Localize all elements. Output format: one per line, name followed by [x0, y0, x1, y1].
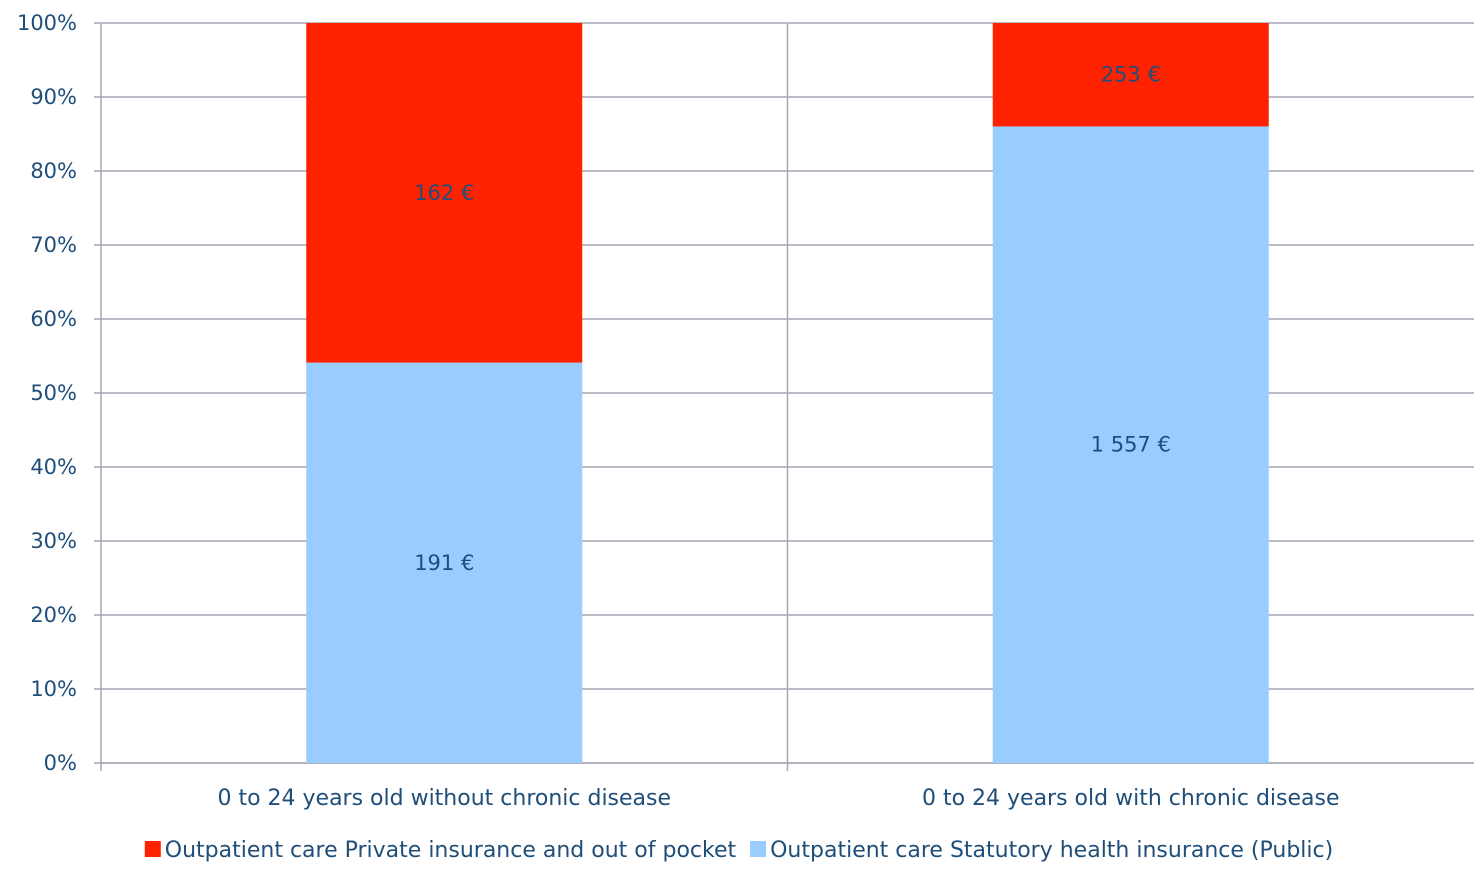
data-labels: 191 € 162 € 1 557 € 253 €: [414, 63, 1171, 575]
legend-item: Outpatient care Private insurance and ou…: [144, 838, 737, 863]
legend-label: Outpatient care Private insurance and ou…: [165, 838, 737, 863]
legend: Outpatient care Private insurance and ou…: [144, 838, 1333, 863]
bar-data-label: 191 €: [414, 551, 474, 575]
y-tick-label: 100%: [17, 11, 77, 35]
y-tick-label: 90%: [30, 85, 77, 109]
y-tick-label: 20%: [30, 603, 77, 627]
bar-data-label: 1 557 €: [1091, 433, 1171, 457]
y-tick-label: 10%: [30, 677, 77, 701]
x-category-label: 0 to 24 years old with chronic disease: [922, 786, 1340, 811]
bar-segment: [306, 23, 583, 363]
bar-segment: [992, 126, 1269, 763]
y-tick-label: 70%: [30, 233, 77, 257]
y-tick-label: 40%: [30, 455, 77, 479]
x-category-label: 0 to 24 years old without chronic diseas…: [217, 786, 671, 811]
y-tick-label: 80%: [30, 159, 77, 183]
bar-data-label: 162 €: [414, 181, 474, 205]
y-tick-label: 60%: [30, 307, 77, 331]
y-tick-label: 30%: [30, 529, 77, 553]
y-tick-label: 0%: [44, 751, 77, 775]
legend-label: Outpatient care Statutory health insuran…: [770, 838, 1333, 863]
legend-item: Outpatient care Statutory health insuran…: [750, 838, 1333, 863]
bar-segment: [306, 362, 583, 763]
legend-swatch: [144, 841, 161, 857]
legend-swatch: [750, 841, 767, 857]
bars: [306, 23, 1269, 763]
y-tick-label: 50%: [30, 381, 77, 405]
bar-data-label: 253 €: [1101, 63, 1161, 87]
axes: 0% 10% 20% 30% 40% 50% 60% 70% 80% 90% 100% 0 to 24…: [17, 11, 1474, 811]
bar-segment: [992, 23, 1269, 127]
